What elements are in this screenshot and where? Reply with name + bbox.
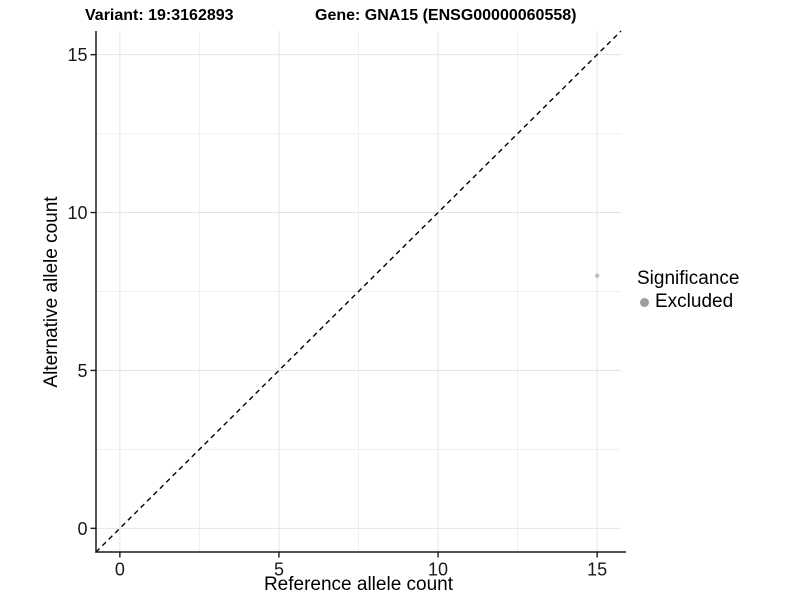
variant-title: Variant: 19:3162893 — [85, 7, 234, 24]
x-axis-label: Reference allele count — [263, 574, 454, 595]
legend: Significance Excluded — [637, 268, 739, 314]
tick-labels-group: 0 5 10 15 0 5 10 15 — [67, 45, 607, 579]
axes-group — [90, 31, 626, 558]
data-point — [594, 273, 600, 278]
legend-title: Significance — [637, 268, 740, 289]
legend-item-label: Excluded — [655, 291, 734, 312]
reference-line-group — [95, 30, 622, 553]
grid-major-group — [96, 31, 621, 552]
legend-key-circle-icon — [640, 297, 649, 307]
y-tick-label: 10 — [67, 203, 87, 223]
gene-title: Gene: GNA15 (ENSG00000060558) — [315, 7, 577, 24]
identity-reference-line — [95, 30, 622, 553]
y-tick-label: 5 — [77, 361, 87, 381]
y-tick-label: 15 — [67, 45, 87, 65]
x-tick-label: 15 — [587, 560, 607, 580]
y-tick-label: 0 — [77, 519, 87, 539]
points-group — [594, 273, 600, 278]
legend-item-excluded: Excluded — [637, 290, 739, 314]
y-axis-label: Alternative allele count — [41, 196, 62, 388]
x-tick-label: 0 — [115, 560, 125, 580]
x-tick-label: 5 — [274, 560, 284, 580]
x-tick-label: 10 — [428, 560, 448, 580]
